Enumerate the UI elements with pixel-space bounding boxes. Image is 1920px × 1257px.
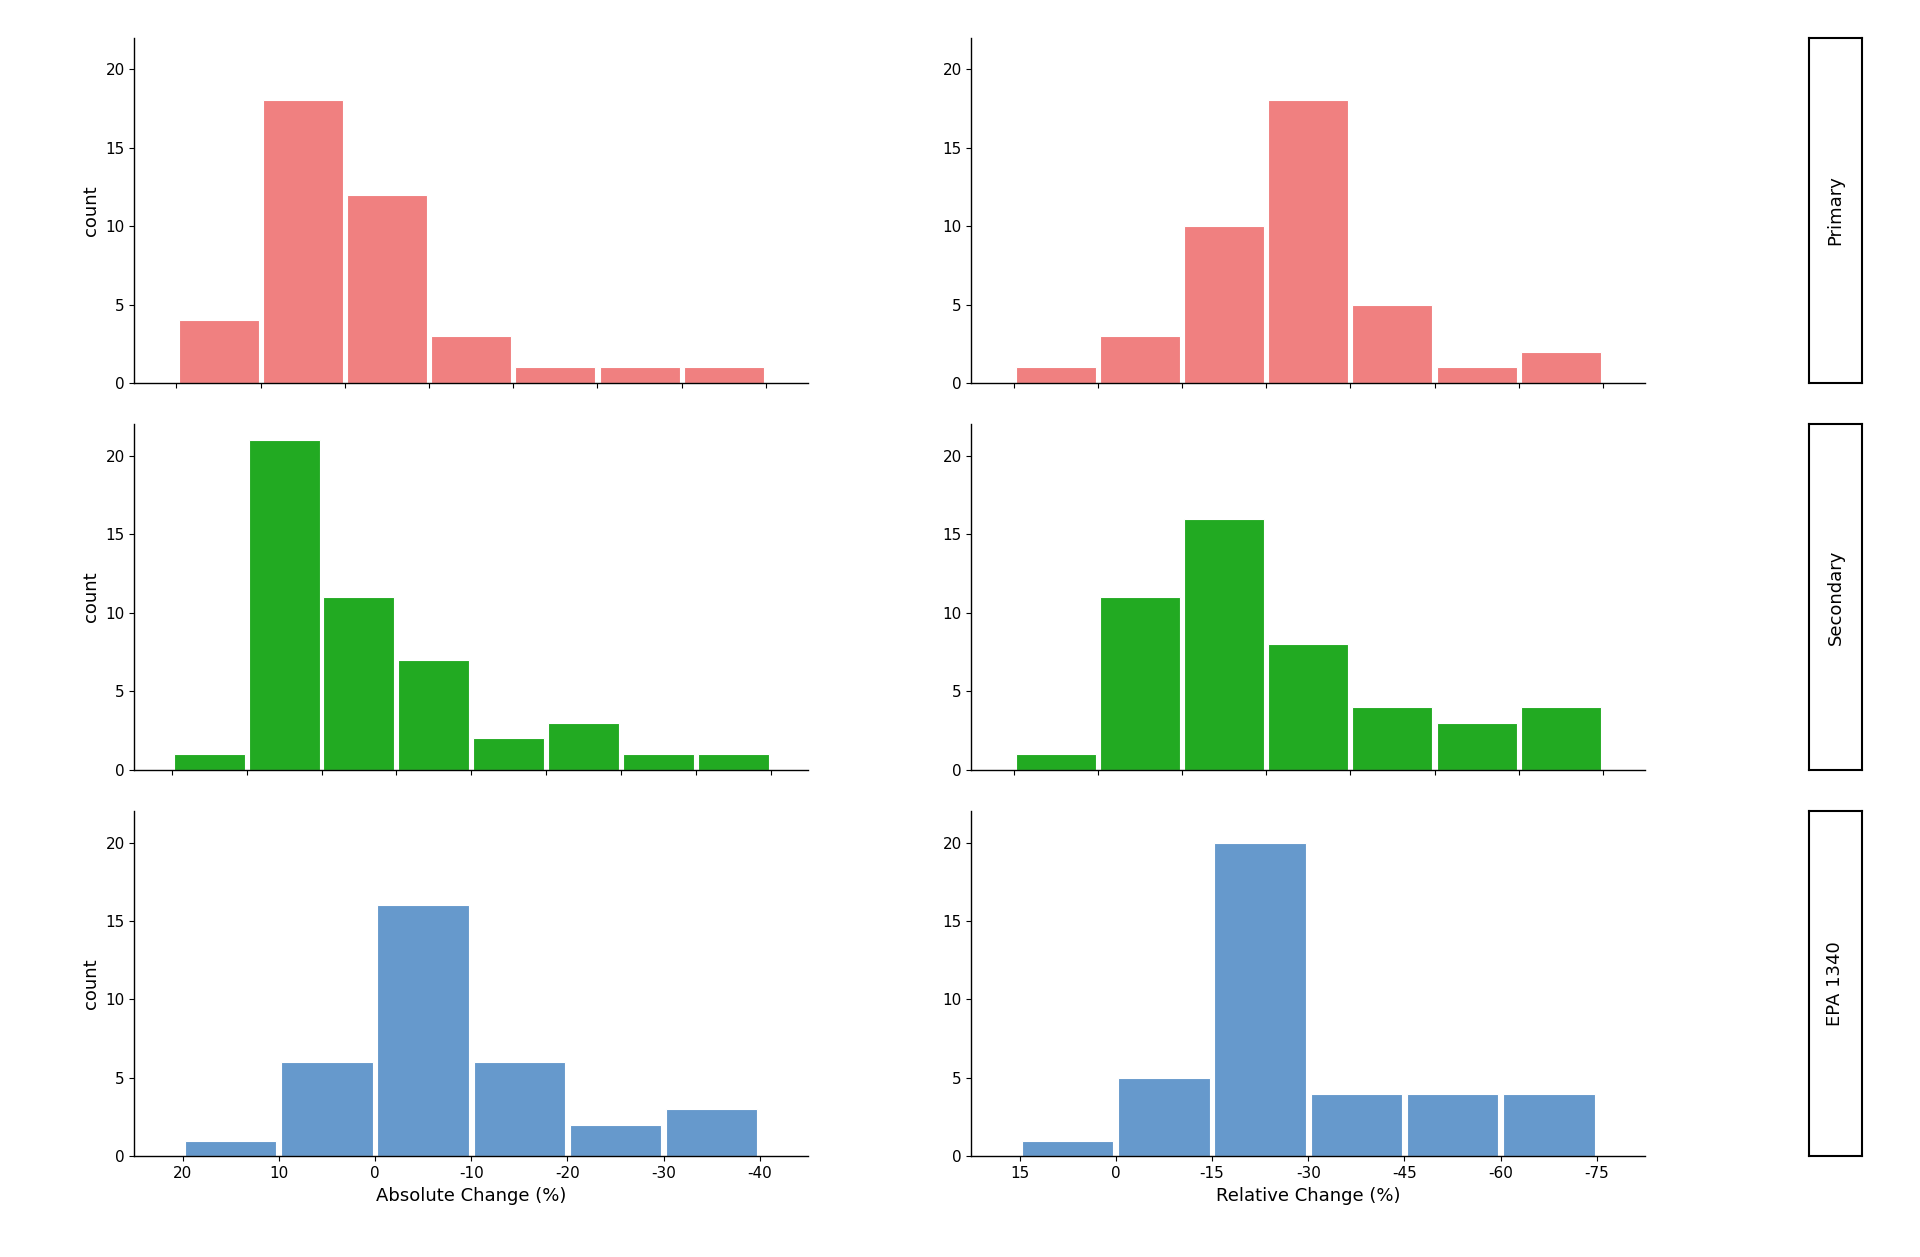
Bar <box>173 754 244 769</box>
Y-axis label: count: count <box>83 959 100 1009</box>
Bar <box>348 195 426 383</box>
Bar <box>1185 226 1263 383</box>
Bar <box>1016 367 1096 383</box>
Bar <box>263 101 344 383</box>
Bar <box>474 1062 564 1156</box>
Bar <box>1100 597 1181 769</box>
Bar <box>1215 842 1306 1156</box>
Bar <box>1503 1094 1594 1156</box>
Bar <box>684 367 764 383</box>
Bar <box>472 738 543 769</box>
Bar <box>323 597 394 769</box>
Bar <box>1521 706 1601 769</box>
Bar <box>1269 101 1348 383</box>
Bar <box>666 1110 758 1156</box>
Y-axis label: count: count <box>83 572 100 622</box>
Bar <box>1407 1094 1498 1156</box>
Text: Secondary: Secondary <box>1826 549 1845 645</box>
Bar <box>1021 1141 1114 1156</box>
Bar <box>697 754 768 769</box>
Text: EPA 1340: EPA 1340 <box>1826 941 1845 1026</box>
Bar <box>1436 723 1517 769</box>
Bar <box>1521 352 1601 383</box>
Bar <box>1352 304 1432 383</box>
Bar <box>179 321 259 383</box>
Bar <box>547 723 618 769</box>
Bar <box>599 367 680 383</box>
Bar <box>1436 367 1517 383</box>
Bar <box>570 1125 660 1156</box>
Bar <box>622 754 693 769</box>
Bar <box>378 905 468 1156</box>
Bar <box>248 440 319 769</box>
X-axis label: Absolute Change (%): Absolute Change (%) <box>376 1187 566 1204</box>
Bar <box>1100 336 1181 383</box>
Text: Primary: Primary <box>1826 176 1845 245</box>
Bar <box>280 1062 372 1156</box>
Bar <box>1117 1079 1210 1156</box>
Bar <box>1269 644 1348 769</box>
Bar <box>1311 1094 1402 1156</box>
Bar <box>397 660 468 769</box>
Bar <box>515 367 595 383</box>
Bar <box>184 1141 276 1156</box>
Bar <box>432 336 511 383</box>
Bar <box>1016 754 1096 769</box>
Y-axis label: count: count <box>83 185 100 235</box>
Bar <box>1352 706 1432 769</box>
Bar <box>1185 519 1263 769</box>
X-axis label: Relative Change (%): Relative Change (%) <box>1215 1187 1400 1204</box>
